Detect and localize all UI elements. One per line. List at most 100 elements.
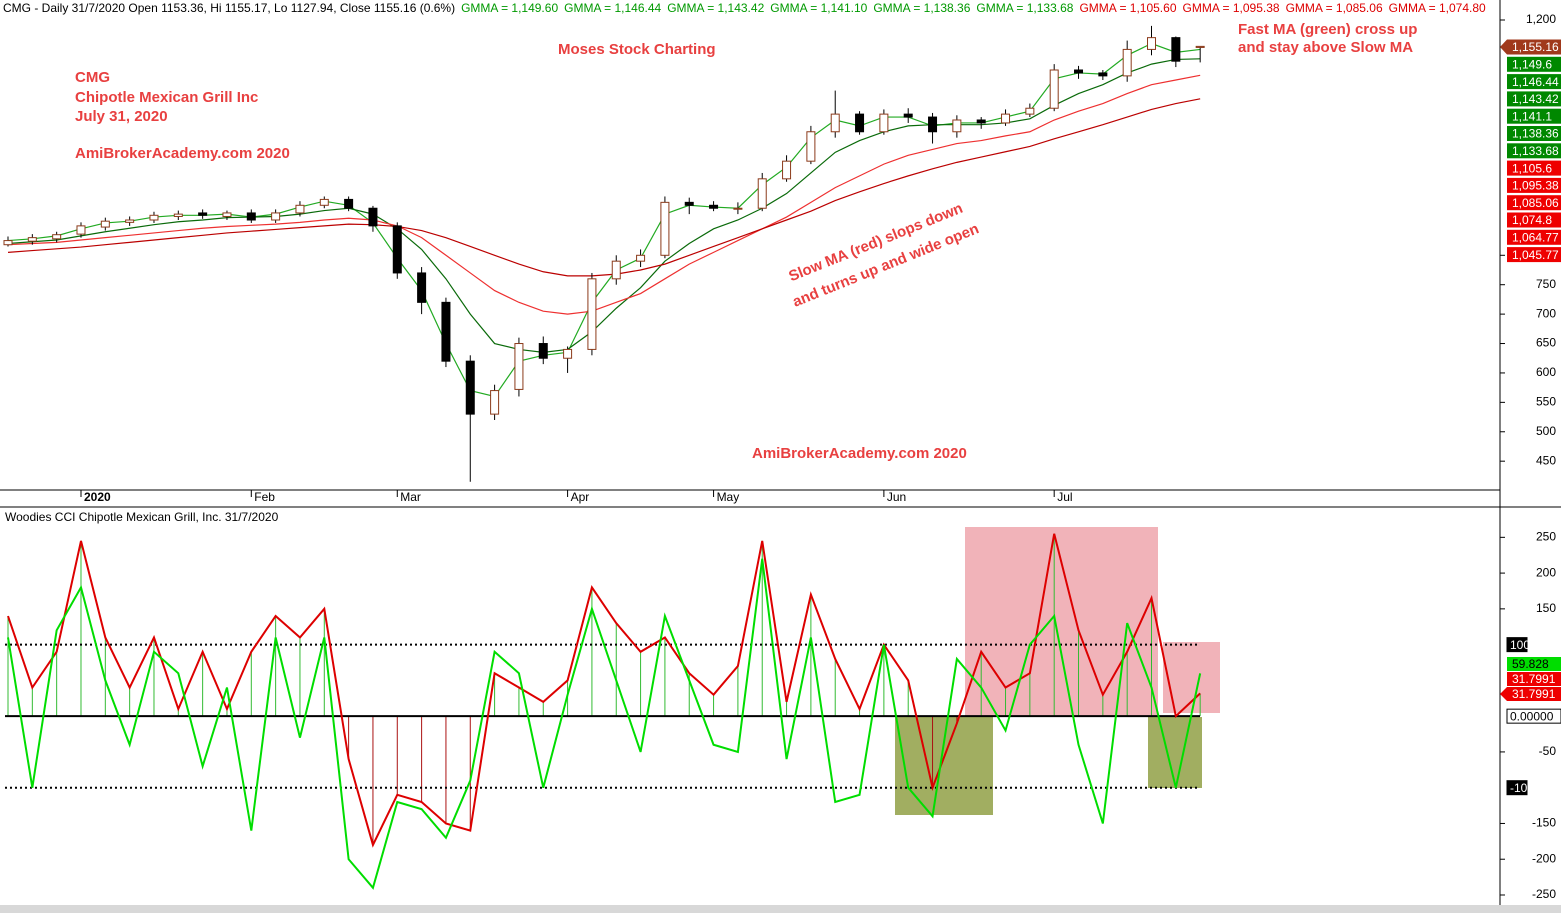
last-value-box: [1507, 160, 1561, 176]
y-tick-label: 600: [1536, 365, 1556, 379]
candle-body: [319, 198, 329, 206]
last-value-label: 1,064.77: [1512, 230, 1559, 244]
candle-body: [1001, 113, 1011, 124]
y-tick-label: 650: [1536, 336, 1556, 350]
candle-body: [246, 212, 256, 221]
header: CMG - Daily 31/7/2020 Open 1153.36, Hi 1…: [3, 1, 1486, 15]
candle-body: [344, 198, 354, 209]
candle-body: [368, 207, 378, 227]
candle-body: [27, 237, 37, 242]
candle-body: [879, 113, 889, 133]
candle-body: [976, 119, 986, 124]
candle-body: [660, 201, 670, 256]
last-value-label: 1,143.42: [1512, 92, 1559, 106]
level-label: 0.00000: [1510, 709, 1554, 723]
candle-body: [538, 343, 548, 359]
candle-body: [782, 160, 792, 180]
header-item: GMMA = 1,146.44: [564, 1, 661, 15]
last-value-box: [1507, 212, 1561, 228]
last-value-arrow: [1500, 687, 1507, 701]
highlight-box: [1148, 717, 1202, 788]
candle-body: [587, 278, 597, 350]
y-tick-label: 150: [1536, 601, 1556, 615]
y-tick-label: 250: [1536, 529, 1556, 543]
last-value-label: 1,149.6: [1512, 57, 1552, 71]
candle-body: [1195, 45, 1205, 48]
candle-body: [125, 219, 135, 223]
header-item: GMMA = 1,149.60: [461, 1, 558, 15]
candle-body: [149, 214, 159, 221]
y-tick-label: 450: [1536, 453, 1556, 467]
last-value-label: 1,045.77: [1512, 248, 1559, 262]
candle-body: [757, 178, 767, 209]
last-value-label: 1,133.68: [1512, 144, 1559, 158]
header-item: GMMA = 1,074.80: [1389, 1, 1486, 15]
x-tick-label: May: [717, 490, 740, 504]
candle-body: [100, 220, 110, 228]
annotation: AmiBrokerAcademy.com 2020: [75, 145, 290, 162]
candle-body: [514, 343, 524, 390]
last-value-label: 1,141.1: [1512, 109, 1552, 123]
candle-body: [684, 201, 694, 206]
last-value-label: 31.7991: [1512, 672, 1556, 686]
annotation: Chipotle Mexican Grill Inc: [75, 89, 258, 106]
candle-body: [271, 212, 281, 221]
last-value-box: [1507, 195, 1561, 211]
highlight-box: [895, 717, 993, 815]
candle-body: [1098, 72, 1108, 77]
last-value-label: 1,095.38: [1512, 179, 1559, 193]
last-value-label: 1,146.44: [1512, 75, 1559, 89]
annotation: Fast MA (green) cross up: [1238, 21, 1417, 38]
gmma-line: [7, 74, 1201, 315]
last-value-arrow: [1500, 39, 1507, 55]
candle-body: [636, 254, 646, 262]
candle-body: [928, 116, 938, 133]
candle-body: [1122, 48, 1132, 77]
annotation: July 31, 2020: [75, 108, 168, 125]
x-tick-label: Apr: [571, 490, 590, 504]
candle-body: [855, 113, 865, 133]
header-item: GMMA = 1,085.06: [1286, 1, 1383, 15]
y-tick-label: 200: [1536, 565, 1556, 579]
last-value-label: 1,105.6: [1512, 161, 1552, 175]
x-tick-label: 2020: [84, 490, 111, 504]
header-item: GMMA = 1,138.36: [873, 1, 970, 15]
y-tick-label: 1,200: [1526, 12, 1556, 26]
y-tick-label: -200: [1532, 851, 1556, 865]
annotation: CMG: [75, 69, 110, 86]
candle-body: [611, 260, 621, 280]
candle-body: [295, 204, 305, 214]
header-title: CMG - Daily 31/7/2020 Open 1153.36, Hi 1…: [3, 1, 455, 15]
level-box: [1506, 708, 1561, 724]
candle-body: [417, 272, 427, 303]
y-tick-label: -250: [1532, 887, 1556, 901]
candle-body: [1171, 37, 1181, 62]
level-box: [1506, 637, 1528, 653]
last-value-box: [1507, 672, 1561, 686]
candle-body: [806, 131, 816, 162]
last-value-box: [1507, 177, 1561, 193]
candle-body: [952, 119, 962, 133]
last-value-box: [1507, 108, 1561, 124]
last-value-box: [1507, 126, 1561, 141]
x-tick-label: Jun: [887, 490, 906, 504]
candle-body: [52, 234, 62, 240]
gmma-line: [7, 98, 1201, 277]
candle-body: [903, 113, 913, 118]
y-tick-label: 750: [1536, 277, 1556, 291]
last-value-box: [1507, 39, 1561, 55]
y-tick-label: 500: [1536, 424, 1556, 438]
last-value-label: 1,074.8: [1512, 213, 1552, 227]
candle-body: [76, 225, 86, 235]
candle-body: [830, 113, 840, 133]
candle-body: [198, 212, 208, 216]
highlight-box: [965, 527, 1158, 717]
annotation: and stay above Slow MA: [1238, 39, 1413, 56]
candle-body: [1074, 69, 1084, 74]
last-value-box: [1507, 247, 1561, 263]
candle-body: [733, 207, 743, 210]
candle-body: [173, 213, 183, 217]
candle-body: [441, 301, 451, 362]
candle-body: [1049, 69, 1059, 109]
